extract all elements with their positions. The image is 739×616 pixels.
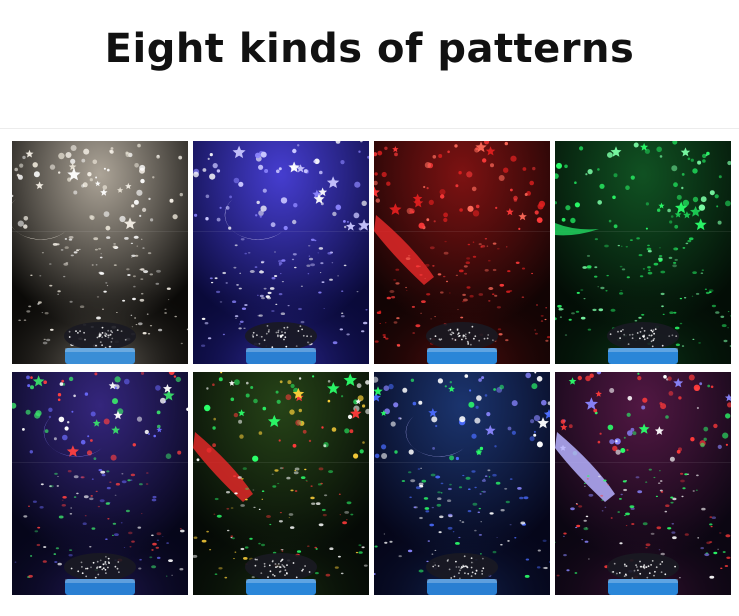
pattern-photo-mixed-2 (193, 372, 369, 595)
pattern-photo-mixed-3 (374, 372, 550, 595)
pattern-photo-blue (193, 141, 369, 364)
pattern-photo-green (555, 141, 731, 364)
pattern-photo-mixed-1 (12, 372, 188, 595)
pattern-photo-red (374, 141, 550, 364)
pattern-photo-mixed-4 (555, 372, 731, 595)
header: Eight kinds of patterns (0, 0, 739, 129)
pattern-photo-white (12, 141, 188, 364)
page-title: Eight kinds of patterns (104, 26, 635, 72)
